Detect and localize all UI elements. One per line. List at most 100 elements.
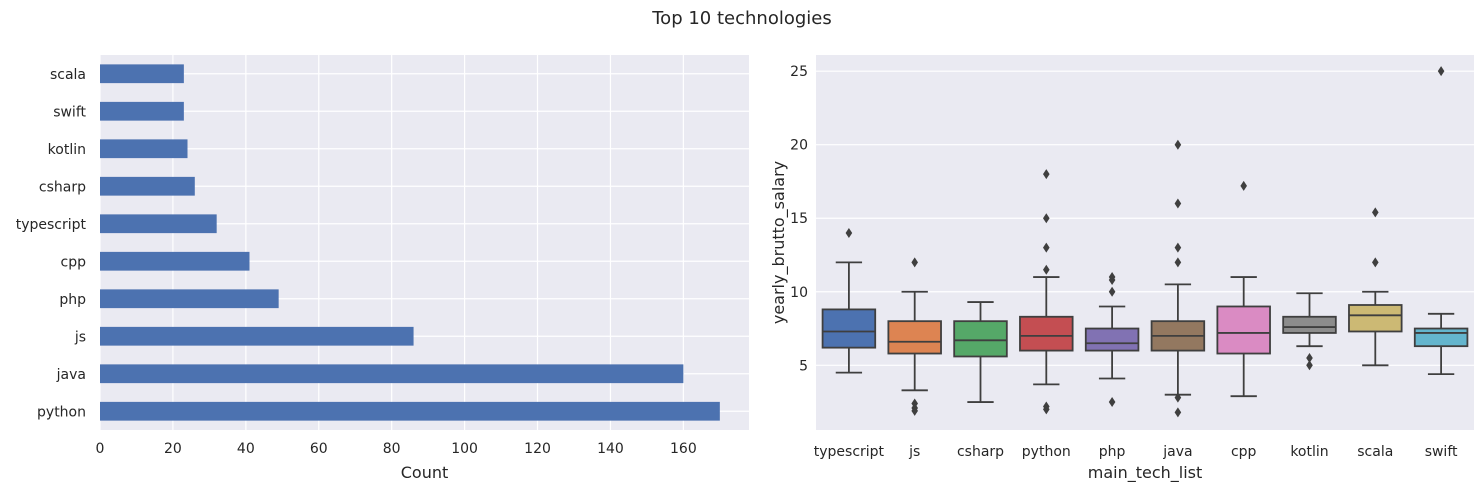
y-tick-label: 15 — [790, 211, 808, 227]
bar-js — [100, 326, 414, 346]
bar-php — [100, 289, 279, 309]
outlier-point — [1306, 352, 1313, 363]
y-tick-label: 20 — [790, 138, 808, 154]
bar-java — [100, 364, 684, 384]
box-iqr — [1019, 315, 1074, 352]
bar-cpp — [100, 251, 250, 271]
box-iqr — [1216, 305, 1271, 355]
outlier-point — [1240, 180, 1247, 191]
category-label-js: js — [74, 329, 86, 345]
bar-chart-x-tick-labels: 0 20 40 60 80 100 120 140 160 — [96, 441, 697, 457]
bar-typescript — [100, 214, 217, 234]
box-java — [1150, 139, 1206, 418]
outlier-point — [1174, 407, 1182, 418]
bar-chart-x-axis-label: Count — [401, 463, 449, 482]
box-iqr — [887, 320, 942, 355]
outlier-point — [1043, 264, 1050, 275]
category-label-swift: swift — [1425, 444, 1458, 460]
box-csharp — [953, 301, 1008, 403]
outlier-point — [1043, 213, 1050, 224]
y-tick-label: 5 — [799, 358, 808, 374]
outlier-point — [1174, 257, 1182, 268]
category-label-csharp: csharp — [957, 444, 1004, 460]
outlier-point — [911, 405, 918, 416]
outlier-point — [1174, 198, 1182, 209]
category-label-csharp: csharp — [39, 179, 86, 195]
x-tick-label: 80 — [383, 441, 401, 457]
box-plot-plot-area — [816, 55, 1474, 430]
bar-chart-panel: python java js php cpp typescript csharp kotlin… — [16, 55, 749, 482]
outlier-point — [1306, 360, 1313, 371]
category-label-php: php — [59, 292, 86, 308]
bar-kotlin — [100, 139, 188, 159]
x-tick-label: 40 — [237, 441, 255, 457]
box-plot-x-axis-label: main_tech_list — [1088, 463, 1203, 483]
box-iqr — [1348, 304, 1403, 333]
category-label-typescript: typescript — [16, 217, 87, 233]
bar-python — [100, 401, 720, 421]
box-typescript — [821, 227, 877, 374]
category-label-cpp: cpp — [61, 254, 87, 270]
outlier-point — [1437, 66, 1445, 77]
x-tick-label: 60 — [310, 441, 328, 457]
box-scala — [1348, 207, 1403, 367]
box-plot-y-axis-label: yearly_brutto_salary — [769, 161, 789, 324]
category-label-swift: swift — [53, 104, 86, 120]
category-label-typescript: typescript — [814, 444, 885, 460]
box-js — [887, 257, 942, 416]
x-tick-label: 140 — [597, 441, 624, 457]
y-tick-label: 10 — [790, 285, 808, 301]
y-tick-label: 25 — [790, 64, 808, 80]
x-tick-label: 160 — [670, 441, 697, 457]
bar-chart-bars — [100, 64, 720, 421]
outlier-point — [1108, 275, 1116, 285]
bar-csharp — [100, 176, 195, 196]
bar-chart-category-labels: python java js php cpp typescript csharp kotlin… — [16, 67, 87, 421]
category-label-php: php — [1099, 444, 1126, 460]
x-tick-label: 0 — [96, 441, 105, 457]
outlier-point — [1372, 257, 1379, 268]
outlier-point — [1372, 207, 1379, 218]
box-plot-y-tick-labels: 5 10 15 20 25 — [790, 64, 808, 374]
category-label-scala: scala — [1357, 444, 1393, 460]
category-label-python: python — [37, 404, 86, 420]
bar-swift — [100, 101, 184, 121]
outlier-point — [1108, 397, 1116, 408]
box-swift — [1413, 66, 1469, 376]
category-label-java: java — [56, 367, 86, 383]
box-plot-category-labels: typescript js csharp python php java cpp kotlin… — [814, 444, 1458, 460]
box-plot-boxes — [821, 66, 1469, 418]
outlier-point — [1174, 392, 1182, 403]
outlier-point — [845, 227, 853, 238]
box-iqr — [1282, 315, 1337, 334]
outlier-point — [1043, 242, 1050, 253]
bar-scala — [100, 64, 184, 84]
box-iqr — [821, 308, 877, 349]
figure-title: Top 10 technologies — [651, 8, 831, 29]
category-label-kotlin: kotlin — [48, 142, 86, 158]
category-label-cpp: cpp — [1231, 444, 1257, 460]
outlier-point — [1108, 286, 1116, 297]
box-php — [1084, 272, 1140, 408]
box-iqr — [953, 320, 1008, 358]
category-label-python: python — [1022, 444, 1071, 460]
box-iqr — [1084, 327, 1140, 352]
x-tick-label: 100 — [451, 441, 478, 457]
category-label-scala: scala — [50, 67, 86, 83]
category-label-java: java — [1162, 444, 1192, 460]
outlier-point — [1174, 139, 1182, 150]
x-tick-label: 20 — [164, 441, 182, 457]
box-python — [1019, 169, 1074, 415]
category-label-kotlin: kotlin — [1290, 444, 1328, 460]
box-iqr — [1413, 327, 1469, 348]
category-label-js: js — [908, 444, 920, 460]
outlier-point — [1043, 404, 1050, 415]
box-kotlin — [1282, 292, 1337, 371]
outlier-point — [1174, 242, 1182, 253]
outlier-point — [1043, 169, 1050, 180]
x-tick-label: 120 — [524, 441, 551, 457]
box-plot-panel: 5 10 15 20 25 typescript js csharp python php jav… — [769, 55, 1474, 483]
box-cpp — [1216, 180, 1271, 398]
outlier-point — [911, 257, 918, 268]
